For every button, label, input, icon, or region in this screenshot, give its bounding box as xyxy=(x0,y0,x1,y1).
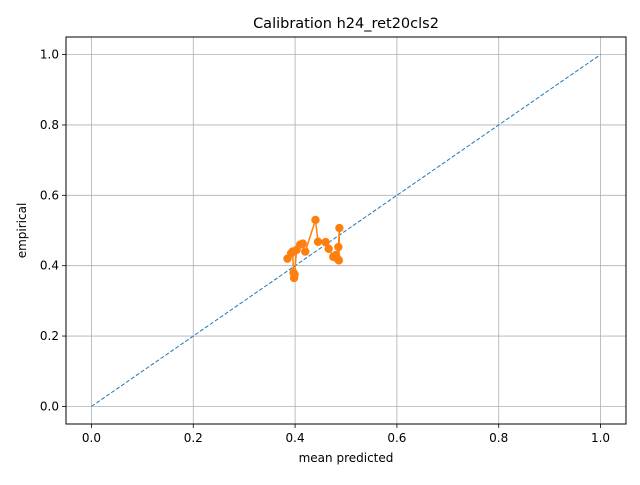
y-tick-label: 0.2 xyxy=(40,329,59,343)
calibration-point xyxy=(290,270,299,279)
x-tick-label: 1.0 xyxy=(591,431,610,445)
calibration-point xyxy=(334,256,344,265)
y-tick-label: 0.4 xyxy=(40,259,59,273)
chart-title: Calibration h24_ret20cls2 xyxy=(253,16,439,32)
x-tick-label: 0.6 xyxy=(387,431,406,445)
y-tick-label: 0.0 xyxy=(40,399,59,413)
ticks: 0.0 0.2 0.4 0.6 0.8 1.0 0.0 0.2 0.4 0.6 0.8 1.0 xyxy=(40,48,610,445)
calibration-point xyxy=(313,237,323,246)
calibration-point xyxy=(334,242,343,252)
reference-diagonal-line xyxy=(91,54,601,407)
y-tick-label: 0.8 xyxy=(40,118,59,132)
calibration-point xyxy=(321,237,330,247)
x-tick-label: 0.2 xyxy=(184,431,203,445)
y-tick-label: 0.6 xyxy=(40,188,59,202)
calibration-point xyxy=(311,215,320,225)
x-axis-label: mean predicted xyxy=(299,451,394,465)
calibration-point xyxy=(298,239,307,248)
y-tick-label: 1.0 xyxy=(40,48,59,62)
x-tick-label: 0.4 xyxy=(286,431,305,445)
x-tick-label: 0.0 xyxy=(82,431,101,445)
calibration-point xyxy=(335,223,344,233)
calibration-point xyxy=(301,247,310,256)
calibration-point xyxy=(324,244,333,253)
series-layer xyxy=(91,54,601,407)
plot-frame xyxy=(65,36,627,425)
y-axis-label: empirical xyxy=(15,203,29,259)
grid xyxy=(66,37,626,424)
x-tick-label: 0.8 xyxy=(489,431,508,445)
